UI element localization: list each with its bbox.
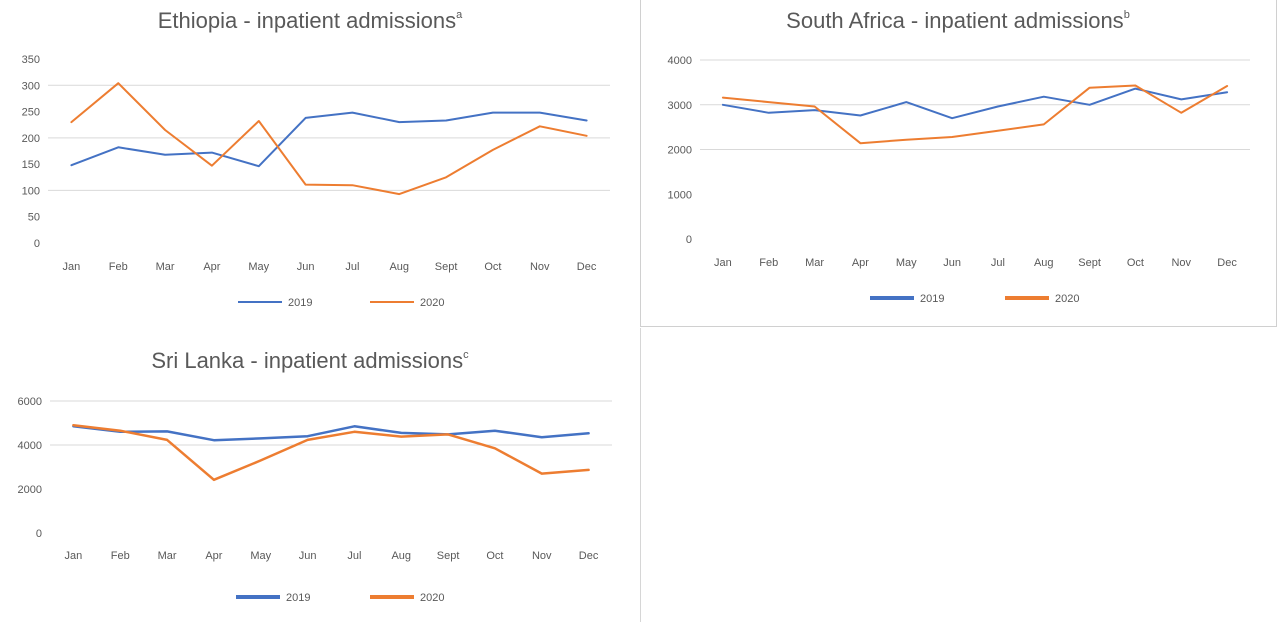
ethiopia-svg: Ethiopia - inpatient admissionsa 0 50 100 15… bbox=[22, 8, 610, 309]
southafrica-x-tick-label: May bbox=[896, 257, 917, 269]
ethiopia-x-tick-label: Jun bbox=[297, 261, 315, 273]
srilanka-x-tick-label: Oct bbox=[486, 550, 503, 562]
srilanka-y-tick-label: 0 bbox=[36, 528, 42, 540]
ethiopia-x-tick-label: Aug bbox=[389, 261, 409, 273]
southafrica-x-tick-label: Jan bbox=[714, 257, 732, 269]
srilanka-x-tick-label: May bbox=[250, 550, 271, 562]
southafrica-y-tick-label: 0 bbox=[686, 234, 692, 246]
sri-lanka-chart: Sri Lanka - inpatient admissionsc 0 2000 40… bbox=[0, 340, 625, 622]
southafrica-x-tick-label: Apr bbox=[852, 257, 869, 269]
southafrica-x-tick-label: Dec bbox=[1217, 257, 1237, 269]
ethiopia-x-tick-label: Jan bbox=[63, 261, 81, 273]
southafrica-x-tick-label: Mar bbox=[805, 257, 824, 269]
srilanka-svg: Sri Lanka - inpatient admissionsc 0 2000 40… bbox=[18, 348, 612, 604]
srilanka-legend-label-2020: 2020 bbox=[420, 592, 444, 604]
ethiopia-y-tick-label: 300 bbox=[22, 80, 40, 92]
srilanka-y-tick-label: 4000 bbox=[18, 440, 42, 452]
srilanka-y-tick-label: 6000 bbox=[18, 396, 42, 408]
south-africa-chart-frame bbox=[640, 0, 1277, 327]
ethiopia-x-tick-label: Sept bbox=[435, 261, 458, 273]
ethiopia-x-tick-label: Apr bbox=[203, 261, 220, 273]
srilanka-x-tick-label: Sept bbox=[437, 550, 460, 562]
ethiopia-x-tick-label: Mar bbox=[156, 261, 175, 273]
ethiopia-x-tick-label: Jul bbox=[345, 261, 359, 273]
ethiopia-y-tick-label: 50 bbox=[28, 212, 40, 224]
southafrica-y-tick-label: 2000 bbox=[668, 145, 692, 157]
srilanka-x-tick-label: Jan bbox=[65, 550, 83, 562]
ethiopia-legend-label-2019: 2019 bbox=[288, 297, 312, 309]
srilanka-y-tick-label: 2000 bbox=[18, 484, 42, 496]
southafrica-y-tick-label: 3000 bbox=[668, 100, 692, 112]
southafrica-x-tick-label: Oct bbox=[1127, 257, 1144, 269]
srilanka-series-2019-line bbox=[72, 425, 590, 442]
southafrica-title: South Africa - inpatient admissionsb bbox=[786, 8, 1130, 33]
southafrica-x-tick-label: Feb bbox=[759, 257, 778, 269]
southafrica-x-tick-label: Nov bbox=[1171, 257, 1191, 269]
southafrica-y-tick-label: 4000 bbox=[668, 55, 692, 67]
srilanka-x-tick-label: Dec bbox=[579, 550, 599, 562]
srilanka-x-tick-label: Apr bbox=[205, 550, 222, 562]
srilanka-title: Sri Lanka - inpatient admissionsc bbox=[151, 348, 469, 373]
ethiopia-y-tick-label: 250 bbox=[22, 107, 40, 119]
ethiopia-title: Ethiopia - inpatient admissionsa bbox=[158, 8, 463, 33]
ethiopia-chart: Ethiopia - inpatient admissionsa 0 50 100 15… bbox=[0, 0, 625, 330]
ethiopia-x-tick-label: Feb bbox=[109, 261, 128, 273]
ethiopia-series-2020-line bbox=[70, 82, 588, 196]
srilanka-x-tick-label: Feb bbox=[111, 550, 130, 562]
southafrica-svg: South Africa - inpatient admissionsb 0 100… bbox=[668, 8, 1250, 305]
southafrica-x-tick-label: Sept bbox=[1078, 257, 1101, 269]
southafrica-series-2019-line bbox=[721, 87, 1229, 120]
southafrica-x-tick-label: Jun bbox=[943, 257, 961, 269]
srilanka-x-tick-label: Jul bbox=[347, 550, 361, 562]
southafrica-x-tick-label: Jul bbox=[991, 257, 1005, 269]
ethiopia-x-tick-label: Dec bbox=[577, 261, 597, 273]
ethiopia-x-tick-label: Oct bbox=[484, 261, 501, 273]
ethiopia-series-2019-line bbox=[70, 111, 588, 168]
southafrica-series-2020-line bbox=[721, 84, 1229, 145]
srilanka-x-tick-label: Jun bbox=[299, 550, 317, 562]
srilanka-x-tick-label: Mar bbox=[158, 550, 177, 562]
ethiopia-x-tick-label: Nov bbox=[530, 261, 550, 273]
southafrica-y-tick-label: 1000 bbox=[668, 189, 692, 201]
ethiopia-y-tick-label: 350 bbox=[22, 54, 40, 66]
southafrica-x-tick-label: Aug bbox=[1034, 257, 1054, 269]
south-africa-chart: South Africa - inpatient admissionsb 0 100… bbox=[640, 0, 1278, 328]
srilanka-x-tick-label: Aug bbox=[391, 550, 411, 562]
srilanka-x-tick-label: Nov bbox=[532, 550, 552, 562]
ethiopia-y-tick-label: 150 bbox=[22, 159, 40, 171]
ethiopia-y-tick-label: 200 bbox=[22, 133, 40, 145]
ethiopia-legend-label-2020: 2020 bbox=[420, 297, 444, 309]
ethiopia-y-tick-label: 100 bbox=[22, 185, 40, 197]
ethiopia-y-tick-label: 0 bbox=[34, 238, 40, 250]
southafrica-legend-label-2019: 2019 bbox=[920, 293, 944, 305]
panel-divider bbox=[640, 328, 641, 622]
ethiopia-x-tick-label: May bbox=[248, 261, 269, 273]
srilanka-legend-label-2019: 2019 bbox=[286, 592, 310, 604]
southafrica-legend-label-2020: 2020 bbox=[1055, 293, 1079, 305]
srilanka-series-2020-line bbox=[72, 423, 590, 482]
